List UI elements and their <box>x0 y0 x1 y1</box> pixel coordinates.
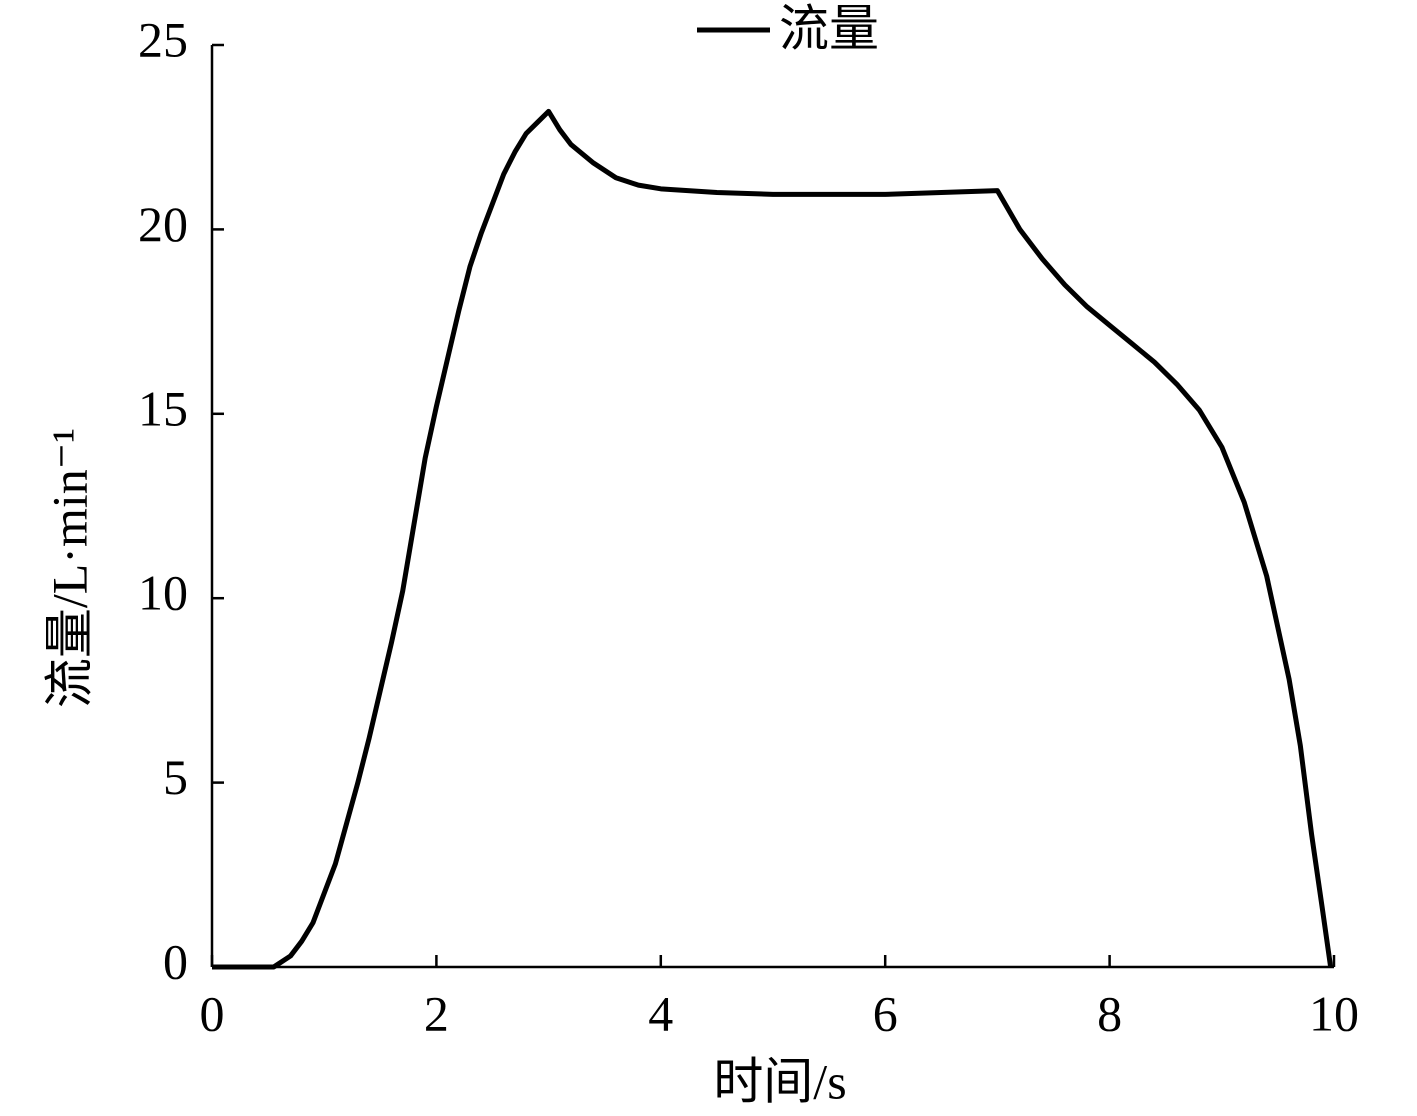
legend-label: 流量 <box>779 0 879 56</box>
y-tick-label: 20 <box>138 196 188 252</box>
line-series <box>212 108 1334 970</box>
y-tick-label: 10 <box>138 565 188 621</box>
x-tick-label: 6 <box>873 985 898 1041</box>
x-axis-label: 时间/s <box>713 1053 846 1109</box>
x-tick-label: 8 <box>1097 985 1122 1041</box>
y-tick-label: 5 <box>163 749 188 805</box>
x-tick-label: 4 <box>648 985 673 1041</box>
x-tick-label: 2 <box>424 985 449 1041</box>
x-tick-label: 0 <box>200 985 225 1041</box>
x-tick-label: 10 <box>1309 985 1359 1041</box>
y-tick-label: 25 <box>138 11 188 67</box>
y-axis-label: 流量/L·min⁻¹ <box>41 428 97 708</box>
y-tick-label: 0 <box>163 933 188 989</box>
y-tick-label: 15 <box>138 380 188 436</box>
